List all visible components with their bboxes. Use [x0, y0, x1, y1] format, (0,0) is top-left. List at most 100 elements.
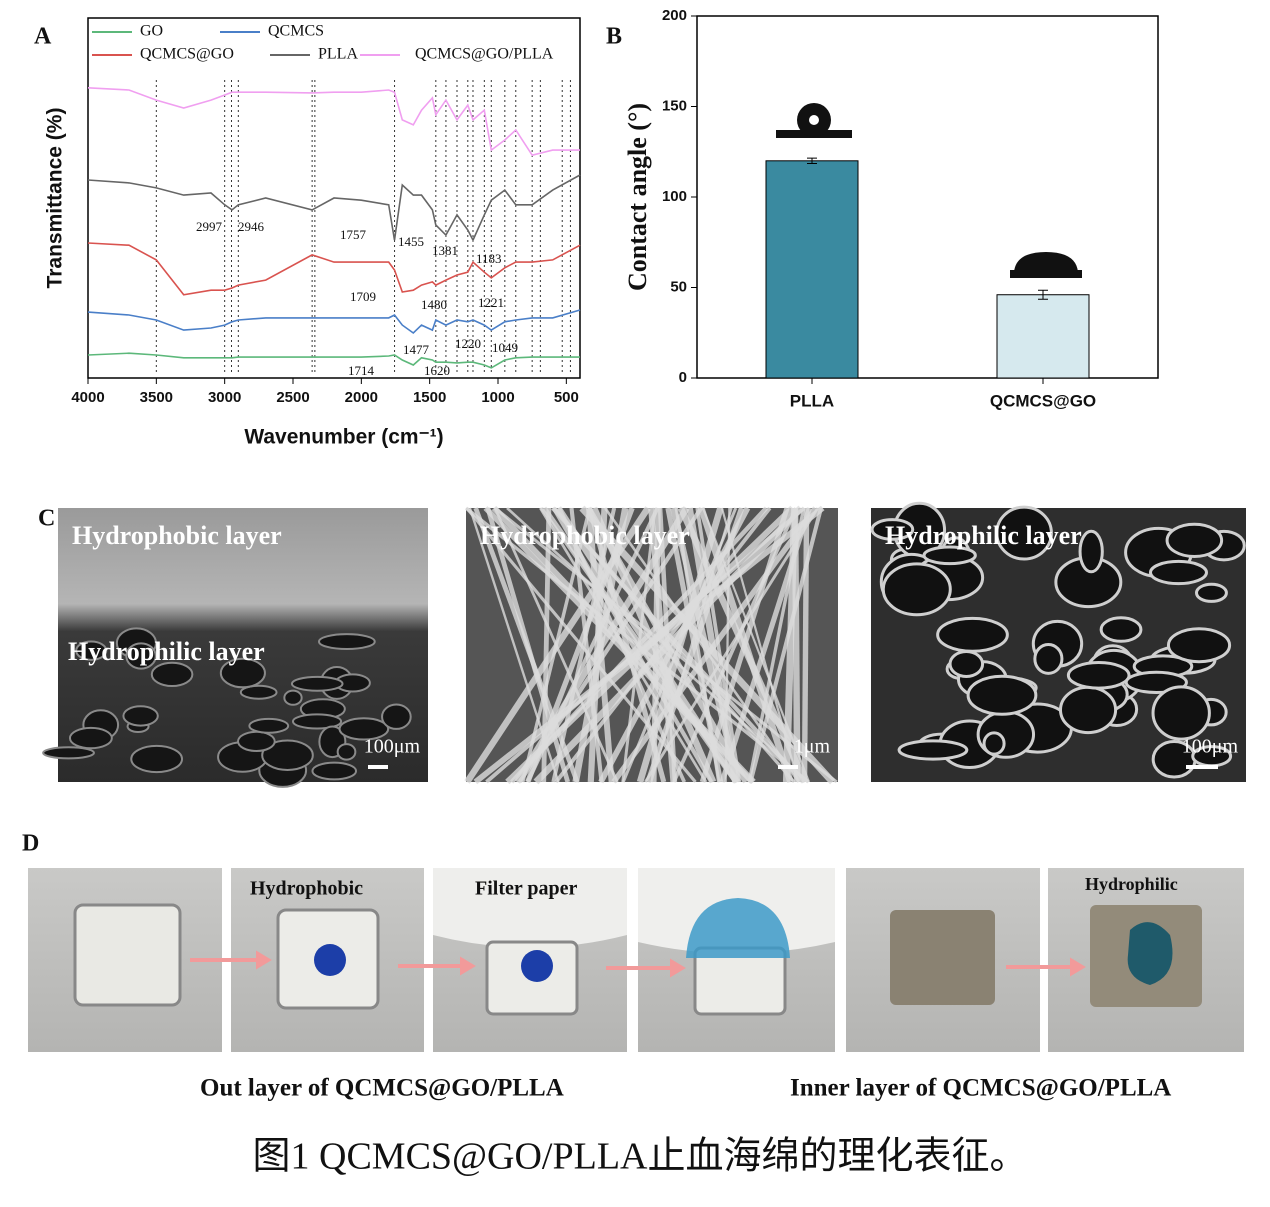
spectrum-line — [87, 174, 581, 242]
fiber — [551, 507, 617, 783]
x-tick-label: 2000 — [345, 389, 378, 406]
pore — [248, 717, 290, 734]
fiber — [551, 506, 714, 784]
pore — [317, 633, 376, 651]
pore — [995, 505, 1053, 561]
peak-label: 1381 — [432, 243, 458, 258]
plot-frame — [87, 17, 581, 379]
peak-label: 1620 — [424, 363, 450, 378]
pore — [150, 661, 194, 687]
fiber — [473, 507, 580, 783]
arrow-head — [256, 950, 272, 970]
wet-stain — [1127, 922, 1173, 985]
y-tick-label: 0 — [679, 369, 687, 386]
pore — [1165, 522, 1224, 558]
sponge — [73, 903, 182, 1007]
legend-label: QCMCS@GO/PLLA — [415, 46, 554, 63]
peak-label: 1480 — [421, 297, 447, 312]
error-bar — [807, 157, 817, 165]
y-tick-label: 150 — [662, 97, 687, 114]
fiber — [686, 507, 739, 783]
x-tick-label: PLLA — [790, 391, 834, 410]
droplet — [1014, 252, 1078, 272]
arrows — [190, 950, 1086, 978]
photo-label: Filter paper — [475, 878, 578, 900]
photo-strip — [28, 868, 1244, 1052]
water-drop — [314, 944, 346, 976]
pore — [311, 761, 358, 781]
x-tick-label: 3500 — [140, 389, 173, 406]
scale-bar-label: 100μm — [364, 736, 421, 758]
fiber — [473, 505, 825, 785]
x-tick-label: 2500 — [276, 389, 309, 406]
pore — [75, 640, 108, 661]
figure-caption: 图1 QCMCS@GO/PLLA止血海绵的理化表征。 — [253, 1136, 1028, 1178]
pore — [237, 730, 276, 753]
pore — [291, 713, 343, 730]
pore — [881, 562, 952, 617]
arrow-head — [1070, 957, 1086, 977]
panel-letter: D — [22, 831, 39, 857]
photo-label: Hydrophobic — [250, 878, 363, 900]
x-tick-label: 1000 — [481, 389, 514, 406]
scale-bar — [368, 765, 388, 769]
pore — [336, 743, 357, 761]
arrow-head — [460, 956, 476, 976]
image-label: Hydrophobic layer — [72, 521, 282, 550]
x-tick-label: 3000 — [208, 389, 241, 406]
pore — [122, 705, 159, 727]
image-label: Hydrophilic layer — [885, 521, 1082, 550]
spectrum-line — [87, 242, 581, 296]
pore — [261, 739, 314, 771]
photo-label: Hydrophilic — [1085, 874, 1178, 894]
fiber — [698, 506, 794, 784]
x-tick-label: QCMCS@GO — [990, 391, 1096, 410]
spectrum-line — [87, 309, 581, 335]
peak-label: 1714 — [348, 363, 375, 378]
fiber — [604, 507, 800, 783]
peak-label: 1220 — [455, 336, 481, 351]
pore — [948, 650, 985, 678]
pore — [283, 689, 303, 706]
y-tick-label: 50 — [670, 278, 687, 295]
sponge — [890, 910, 995, 1005]
pore — [125, 642, 157, 670]
pore — [1194, 582, 1228, 603]
sem-texture — [42, 501, 1246, 788]
peak-label: 2946 — [238, 219, 265, 234]
spectrum-line — [87, 352, 580, 369]
panel-letter: C — [38, 506, 55, 532]
pore — [897, 739, 969, 761]
peak-label: 1183 — [476, 251, 502, 266]
fiber — [748, 507, 823, 783]
bar — [765, 160, 859, 379]
droplet-base — [1010, 270, 1082, 278]
water-drop — [521, 950, 553, 982]
image-label: Hydrophobic layer — [480, 521, 690, 550]
fiber — [517, 506, 704, 784]
pore — [1033, 642, 1064, 675]
peak-label: 1757 — [340, 227, 367, 242]
filter-paper — [433, 868, 627, 948]
fiber — [648, 507, 677, 783]
legend-label: QCMCS — [268, 23, 324, 40]
pore — [1066, 661, 1131, 690]
pore — [130, 744, 184, 774]
pore — [219, 657, 266, 689]
legend-label: GO — [140, 23, 163, 40]
pore — [68, 726, 113, 750]
droplet-highlight — [809, 115, 819, 125]
pore — [381, 703, 412, 730]
photo-caption: Out layer of QCMCS@GO/PLLA — [200, 1075, 564, 1102]
wet-stain — [686, 898, 790, 958]
x-tick-label: 4000 — [71, 389, 104, 406]
legend-label: PLLA — [318, 46, 358, 63]
pore — [982, 731, 1006, 756]
fiber — [598, 506, 751, 784]
pore — [1099, 616, 1143, 643]
image-label: Hydrophilic layer — [68, 637, 265, 666]
y-tick-label: 100 — [662, 188, 687, 205]
fiber — [801, 507, 810, 783]
x-tick-label: 500 — [554, 389, 579, 406]
pore — [1151, 685, 1211, 741]
